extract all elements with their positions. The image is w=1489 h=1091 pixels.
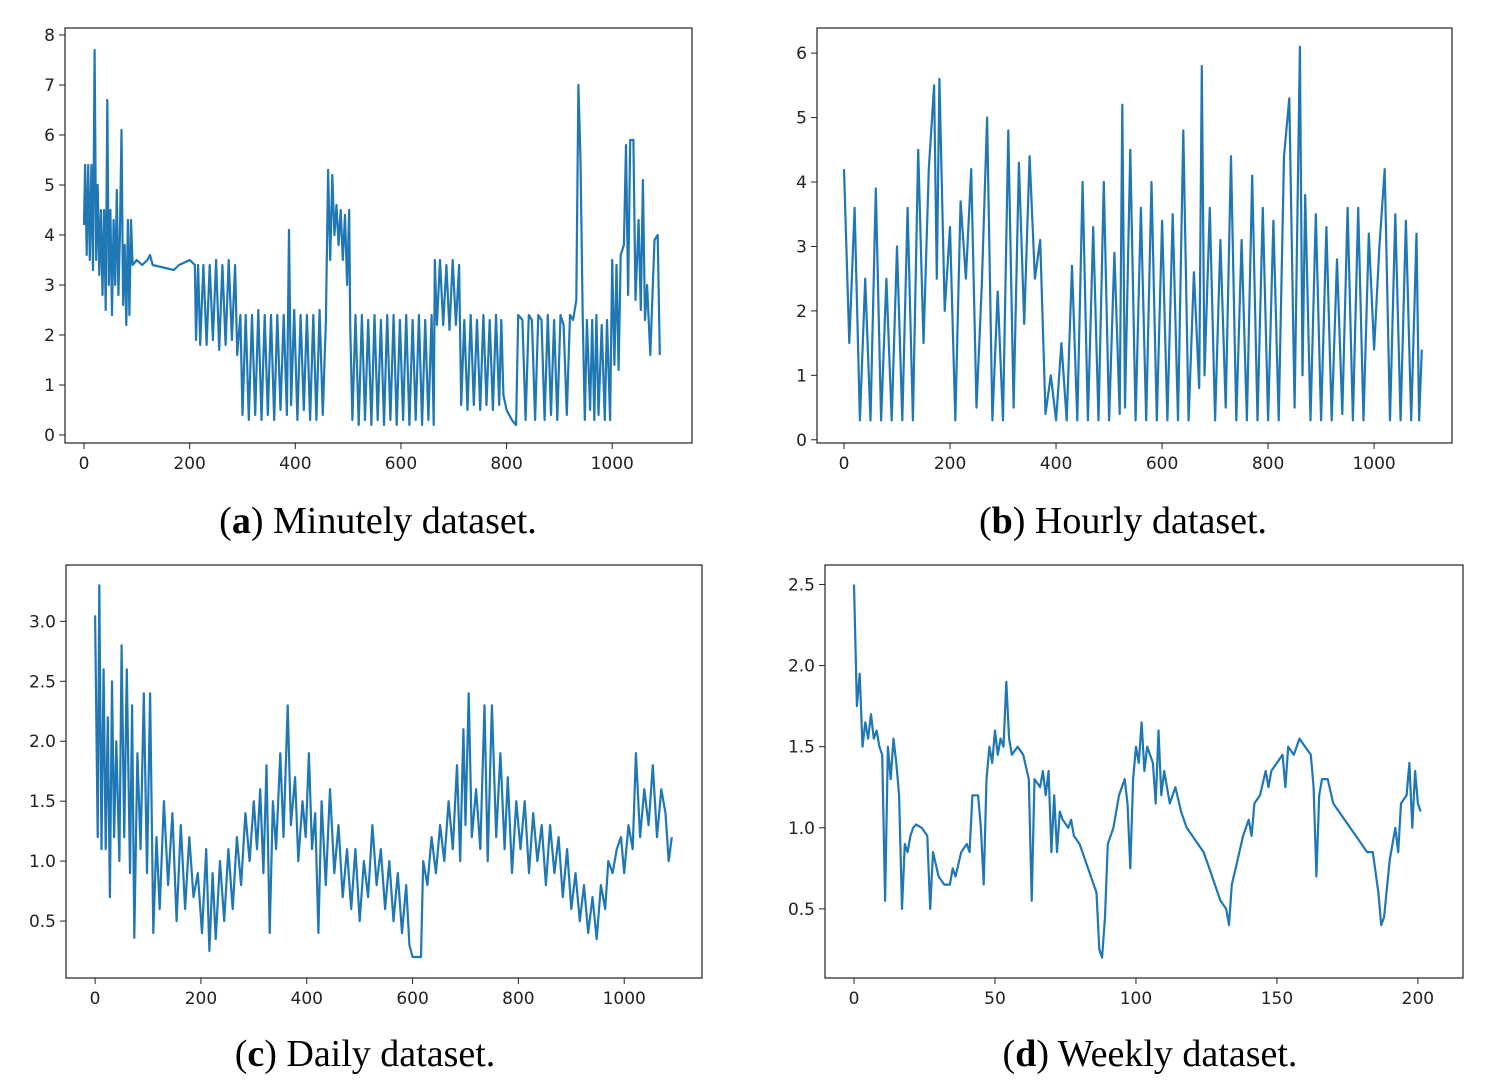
- x-tick-label: 150: [1261, 989, 1293, 1009]
- y-tick-label: 3.0: [29, 612, 56, 632]
- caption-part: ) Weekly dataset.: [1036, 1033, 1297, 1075]
- y-tick-label: 4: [796, 173, 807, 193]
- x-tick-label: 200: [185, 989, 217, 1009]
- y-tick-label: 5: [796, 109, 807, 129]
- x-tick-label: 800: [490, 454, 522, 474]
- subplot: 0 200 400 600 800 1000 0 1 2 3 4 5 6 7 8 (a) Minutely d…: [44, 26, 693, 542]
- x-tick-label: 200: [173, 454, 205, 474]
- y-tick-label: 5: [44, 176, 55, 196]
- caption-part: ) Minutely dataset.: [251, 500, 537, 542]
- y-tick-label: 4: [44, 226, 55, 246]
- x-tick-label: 200: [1402, 989, 1434, 1009]
- y-tick-label: 7: [44, 76, 55, 96]
- subplot: 0 200 400 600 800 1000 0.5 1.0 1.5 2.0 2.5 3.0 (c) D…: [29, 564, 703, 1075]
- caption-part: b: [992, 500, 1013, 542]
- caption-part: ) Daily dataset.: [264, 1033, 495, 1075]
- y-tick-label: 0: [796, 431, 807, 451]
- x-tick-label: 600: [385, 454, 417, 474]
- y-tick-label: 1.5: [29, 792, 56, 812]
- x-tick-label: 400: [291, 989, 323, 1009]
- x-tick-label: 800: [502, 989, 534, 1009]
- axes-frame: [824, 564, 1464, 979]
- x-tick-label: 600: [396, 989, 428, 1009]
- x-tick-label: 600: [1146, 454, 1178, 474]
- x-tick-label: 0: [79, 454, 90, 474]
- y-tick-label: 1: [44, 376, 55, 396]
- axes-frame: [65, 564, 703, 979]
- caption: (d) Weekly dataset.: [1003, 1033, 1298, 1075]
- y-tick-label: 6: [796, 44, 807, 64]
- data-line: [82, 48, 661, 427]
- x-tick-label: 100: [1120, 989, 1152, 1009]
- data-line: [94, 584, 673, 959]
- y-tick-label: 2.0: [29, 732, 56, 752]
- y-tick-label: 2: [796, 302, 807, 322]
- x-tick-label: 1000: [591, 454, 634, 474]
- caption: (c) Daily dataset.: [235, 1033, 496, 1075]
- x-tick-label: 1000: [1352, 454, 1395, 474]
- y-tick-label: 2.5: [29, 672, 56, 692]
- caption-part: a: [232, 500, 251, 542]
- axes-frame: [816, 27, 1453, 444]
- x-tick-label: 0: [849, 989, 860, 1009]
- caption: (a) Minutely dataset.: [219, 500, 537, 542]
- caption-part: ) Hourly dataset.: [1013, 500, 1267, 542]
- subplot: 0 200 400 600 800 1000 0 1 2 3 4 5 6 (b) Hourly datas…: [796, 27, 1453, 542]
- x-tick-label: 200: [934, 454, 966, 474]
- y-tick-label: 1: [796, 366, 807, 386]
- y-tick-label: 0.5: [788, 900, 815, 920]
- x-tick-label: 1000: [603, 989, 646, 1009]
- y-tick-label: 1.0: [29, 852, 56, 872]
- x-tick-label: 400: [279, 454, 311, 474]
- y-tick-label: 0: [44, 426, 55, 446]
- x-tick-label: 0: [90, 989, 101, 1009]
- caption-part: (: [979, 500, 992, 542]
- data-line: [852, 584, 1422, 959]
- caption-part: (: [1003, 1033, 1016, 1075]
- caption-part: (: [219, 500, 232, 542]
- y-tick-label: 1.0: [788, 819, 815, 839]
- y-tick-label: 2: [44, 326, 55, 346]
- x-tick-label: 50: [984, 989, 1006, 1009]
- y-tick-label: 0.5: [29, 912, 56, 932]
- caption-part: c: [247, 1033, 264, 1075]
- x-tick-label: 800: [1252, 454, 1284, 474]
- caption-part: d: [1015, 1033, 1036, 1075]
- y-tick-label: 6: [44, 126, 55, 146]
- y-tick-label: 1.5: [788, 738, 815, 758]
- subplot: 0 50 100 150 200 0.5 1.0 1.5 2.0 2.5 (d) Weekly da…: [788, 564, 1464, 1075]
- caption-part: (: [235, 1033, 248, 1075]
- y-tick-label: 2.5: [788, 575, 815, 595]
- data-line: [842, 45, 1423, 422]
- caption: (b) Hourly dataset.: [979, 500, 1267, 542]
- y-tick-label: 2.0: [788, 657, 815, 677]
- y-tick-label: 8: [44, 26, 55, 46]
- y-tick-label: 3: [796, 237, 807, 257]
- x-tick-label: 400: [1040, 454, 1072, 474]
- y-tick-label: 3: [44, 276, 55, 296]
- x-tick-label: 0: [839, 454, 850, 474]
